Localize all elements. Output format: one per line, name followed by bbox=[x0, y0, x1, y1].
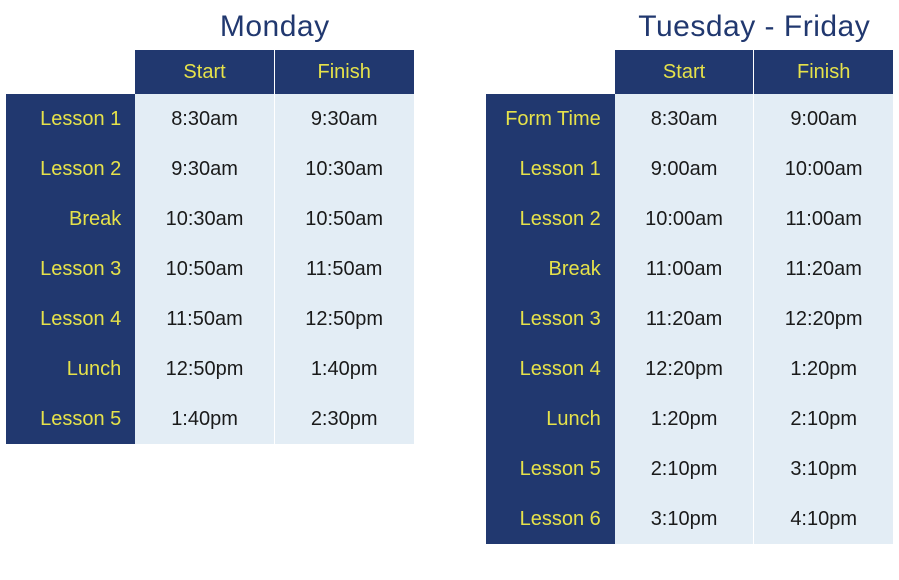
table-row: Lesson 19:00am10:00am bbox=[486, 144, 894, 194]
corner-cell bbox=[486, 50, 615, 94]
row-label: Lesson 3 bbox=[486, 294, 615, 344]
finish-time: 2:10pm bbox=[754, 394, 893, 444]
row-label: Form Time bbox=[486, 94, 615, 144]
col-finish-header: Finish bbox=[754, 50, 893, 94]
finish-time: 2:30pm bbox=[274, 394, 413, 444]
finish-time: 11:50am bbox=[274, 244, 413, 294]
finish-time: 1:40pm bbox=[274, 344, 413, 394]
finish-time: 10:30am bbox=[274, 144, 413, 194]
row-label: Lesson 1 bbox=[6, 94, 135, 144]
table-row: Lunch12:50pm1:40pm bbox=[6, 344, 414, 394]
start-time: 8:30am bbox=[135, 94, 274, 144]
start-time: 2:10pm bbox=[615, 444, 754, 494]
table-row: Lesson 51:40pm2:30pm bbox=[6, 394, 414, 444]
table-row: Lesson 310:50am11:50am bbox=[6, 244, 414, 294]
table-row: Lesson 29:30am10:30am bbox=[6, 144, 414, 194]
table-row: Form Time8:30am9:00am bbox=[486, 94, 894, 144]
finish-time: 9:30am bbox=[274, 94, 413, 144]
start-time: 10:50am bbox=[135, 244, 274, 294]
row-label: Lesson 2 bbox=[486, 194, 615, 244]
finish-time: 12:50pm bbox=[274, 294, 413, 344]
row-label: Lesson 6 bbox=[486, 494, 615, 544]
schedules-container: Monday Start Finish Lesson 18:30am9:30am… bbox=[6, 10, 893, 544]
start-time: 1:20pm bbox=[615, 394, 754, 444]
row-label: Lesson 5 bbox=[486, 444, 615, 494]
col-start-header: Start bbox=[135, 50, 274, 94]
start-time: 9:30am bbox=[135, 144, 274, 194]
table-row: Break11:00am11:20am bbox=[486, 244, 894, 294]
finish-time: 12:20pm bbox=[754, 294, 893, 344]
schedule-title: Monday bbox=[6, 10, 414, 44]
start-time: 1:40pm bbox=[135, 394, 274, 444]
schedule-table-monday: Start Finish Lesson 18:30am9:30am Lesson… bbox=[6, 50, 414, 444]
row-label: Lesson 1 bbox=[486, 144, 615, 194]
finish-time: 4:10pm bbox=[754, 494, 893, 544]
start-time: 12:50pm bbox=[135, 344, 274, 394]
col-finish-header: Finish bbox=[274, 50, 413, 94]
start-time: 9:00am bbox=[615, 144, 754, 194]
table-row: Lesson 411:50am12:50pm bbox=[6, 294, 414, 344]
finish-time: 3:10pm bbox=[754, 444, 893, 494]
finish-time: 10:00am bbox=[754, 144, 893, 194]
col-start-header: Start bbox=[615, 50, 754, 94]
start-time: 10:30am bbox=[135, 194, 274, 244]
finish-time: 1:20pm bbox=[754, 344, 893, 394]
schedule-monday: Monday Start Finish Lesson 18:30am9:30am… bbox=[6, 10, 414, 444]
start-time: 11:20am bbox=[615, 294, 754, 344]
table-row: Lesson 63:10pm4:10pm bbox=[486, 494, 894, 544]
table-row: Lesson 311:20am12:20pm bbox=[486, 294, 894, 344]
start-time: 10:00am bbox=[615, 194, 754, 244]
schedule-tues-fri: Tuesday - Friday Start Finish Form Time8… bbox=[486, 10, 894, 544]
finish-time: 10:50am bbox=[274, 194, 413, 244]
row-label: Lesson 3 bbox=[6, 244, 135, 294]
schedule-title: Tuesday - Friday bbox=[486, 10, 894, 44]
row-label: Lesson 4 bbox=[486, 344, 615, 394]
table-row: Lesson 412:20pm1:20pm bbox=[486, 344, 894, 394]
start-time: 8:30am bbox=[615, 94, 754, 144]
row-label: Lunch bbox=[6, 344, 135, 394]
row-label: Lunch bbox=[486, 394, 615, 444]
table-row: Lesson 52:10pm3:10pm bbox=[486, 444, 894, 494]
table-row: Lesson 18:30am9:30am bbox=[6, 94, 414, 144]
row-label: Lesson 5 bbox=[6, 394, 135, 444]
row-label: Break bbox=[486, 244, 615, 294]
start-time: 3:10pm bbox=[615, 494, 754, 544]
schedule-table-tues-fri: Start Finish Form Time8:30am9:00am Lesso… bbox=[486, 50, 894, 544]
header-row: Start Finish bbox=[6, 50, 414, 94]
finish-time: 11:20am bbox=[754, 244, 893, 294]
row-label: Lesson 2 bbox=[6, 144, 135, 194]
corner-cell bbox=[6, 50, 135, 94]
start-time: 11:00am bbox=[615, 244, 754, 294]
finish-time: 11:00am bbox=[754, 194, 893, 244]
row-label: Break bbox=[6, 194, 135, 244]
start-time: 11:50am bbox=[135, 294, 274, 344]
table-row: Lunch1:20pm2:10pm bbox=[486, 394, 894, 444]
row-label: Lesson 4 bbox=[6, 294, 135, 344]
header-row: Start Finish bbox=[486, 50, 894, 94]
table-row: Lesson 210:00am11:00am bbox=[486, 194, 894, 244]
finish-time: 9:00am bbox=[754, 94, 893, 144]
start-time: 12:20pm bbox=[615, 344, 754, 394]
table-row: Break10:30am10:50am bbox=[6, 194, 414, 244]
